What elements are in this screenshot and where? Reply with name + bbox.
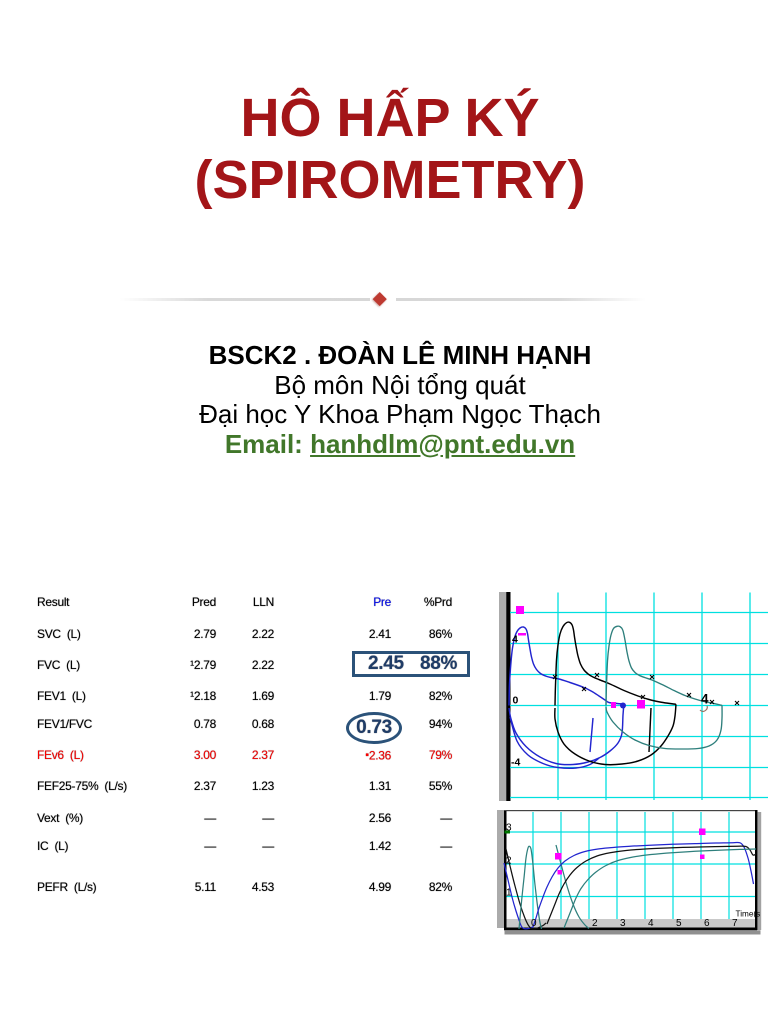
svg-text:5: 5 (676, 918, 682, 929)
svg-text:Time(s: Time(s (736, 910, 761, 919)
svg-text:0: 0 (513, 695, 519, 707)
svg-text:3: 3 (620, 918, 626, 929)
svg-text:0: 0 (531, 918, 537, 929)
svg-text:4: 4 (512, 634, 518, 646)
svg-text:2: 2 (592, 918, 598, 929)
svg-text:1: 1 (506, 888, 512, 899)
svg-text:4: 4 (648, 918, 654, 929)
svg-text:4: 4 (701, 692, 709, 707)
svg-text:6: 6 (704, 918, 710, 929)
svg-text:3: 3 (506, 823, 512, 834)
svg-text:-4: -4 (511, 757, 520, 769)
svg-text:2: 2 (506, 855, 512, 866)
svg-text:7: 7 (732, 918, 738, 929)
